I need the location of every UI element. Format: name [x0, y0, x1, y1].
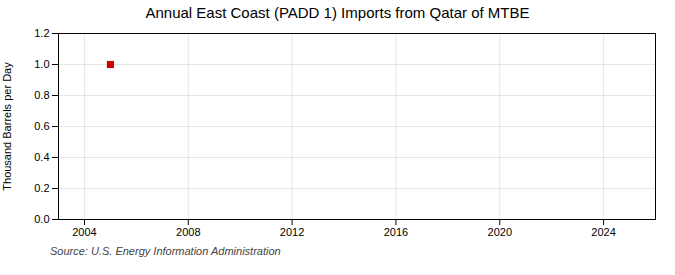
- svg-text:1.0: 1.0: [34, 58, 49, 70]
- svg-text:2004: 2004: [72, 226, 96, 238]
- svg-text:2012: 2012: [280, 226, 304, 238]
- svg-text:2008: 2008: [176, 226, 200, 238]
- svg-text:0.0: 0.0: [34, 213, 49, 225]
- svg-text:1.2: 1.2: [34, 27, 49, 39]
- svg-text:2020: 2020: [488, 226, 512, 238]
- svg-text:0.6: 0.6: [34, 120, 49, 132]
- svg-text:Thousand Barrels per Day: Thousand Barrels per Day: [1, 62, 13, 191]
- svg-text:0.8: 0.8: [34, 89, 49, 101]
- html-text:Source: U.S. Energy Informatio: Source: U.S. Energy Information Administ…: [50, 245, 281, 257]
- html-text:Annual East Coast (PADD 1) Imp: Annual East Coast (PADD 1) Imports from …: [145, 4, 530, 21]
- svg-text:2016: 2016: [384, 226, 408, 238]
- svg-text:0.4: 0.4: [34, 151, 49, 163]
- svg-text:2024: 2024: [591, 226, 615, 238]
- svg-text:0.2: 0.2: [34, 182, 49, 194]
